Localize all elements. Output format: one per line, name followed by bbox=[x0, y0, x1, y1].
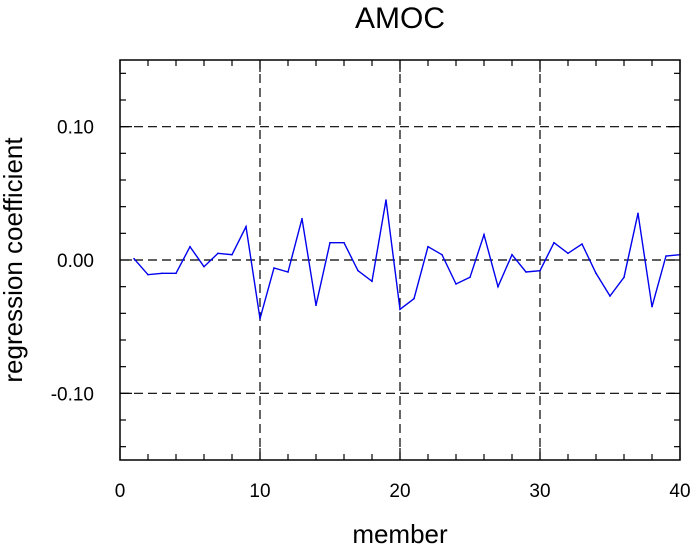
data-point bbox=[273, 267, 275, 269]
data-point bbox=[539, 269, 541, 272]
x-tick-label: 20 bbox=[389, 481, 410, 502]
axis-ticks bbox=[119, 60, 681, 460]
data-point bbox=[175, 272, 177, 275]
data-point bbox=[525, 271, 527, 273]
data-point bbox=[427, 245, 429, 248]
data-point bbox=[567, 252, 569, 255]
data-point bbox=[161, 272, 163, 275]
data-point bbox=[651, 305, 653, 308]
data-point bbox=[483, 233, 485, 236]
x-tick-label: 0 bbox=[115, 481, 126, 502]
data-point bbox=[609, 295, 611, 297]
data-point bbox=[553, 241, 555, 244]
data-point bbox=[357, 269, 359, 272]
y-tick-label: 0.10 bbox=[57, 118, 94, 139]
data-point bbox=[133, 257, 135, 260]
data-point bbox=[245, 225, 247, 228]
plot-frame bbox=[119, 59, 681, 461]
data-point bbox=[259, 317, 261, 320]
data-point bbox=[329, 241, 331, 244]
data-point bbox=[217, 252, 219, 255]
grid-lines bbox=[120, 60, 680, 460]
x-tick-label: 10 bbox=[249, 481, 270, 502]
data-point bbox=[637, 212, 639, 215]
data-point bbox=[231, 253, 233, 256]
y-tick-label: 0.00 bbox=[57, 251, 94, 272]
data-point bbox=[665, 255, 667, 257]
data-point bbox=[595, 272, 597, 275]
data-point bbox=[371, 280, 373, 283]
data-point bbox=[343, 241, 345, 244]
data-point bbox=[581, 243, 583, 245]
data-point bbox=[287, 271, 289, 273]
tick-labels: 0 10 20 30 40 -0.10 0.00 0.10 bbox=[51, 118, 691, 502]
data-point bbox=[413, 297, 415, 300]
data-point bbox=[455, 283, 457, 285]
data-point bbox=[511, 253, 513, 256]
data-point bbox=[385, 199, 387, 201]
data-point bbox=[301, 217, 303, 220]
data-point bbox=[623, 276, 625, 279]
series-line bbox=[133, 199, 681, 319]
data-point bbox=[399, 308, 401, 311]
y-tick-label: -0.10 bbox=[51, 384, 94, 405]
x-tick-label: 30 bbox=[529, 481, 550, 502]
chart-title: AMOC bbox=[355, 2, 445, 35]
data-point bbox=[189, 245, 191, 248]
data-point bbox=[315, 304, 317, 307]
data-point bbox=[147, 273, 149, 276]
plot-series bbox=[133, 199, 681, 320]
data-point bbox=[441, 253, 443, 256]
x-axis-label: member bbox=[352, 519, 448, 545]
x-tick-label: 40 bbox=[669, 481, 690, 502]
data-point bbox=[497, 285, 499, 288]
data-point bbox=[203, 265, 205, 268]
data-point bbox=[469, 276, 471, 279]
y-axis-label: regression coefficient bbox=[0, 137, 28, 383]
